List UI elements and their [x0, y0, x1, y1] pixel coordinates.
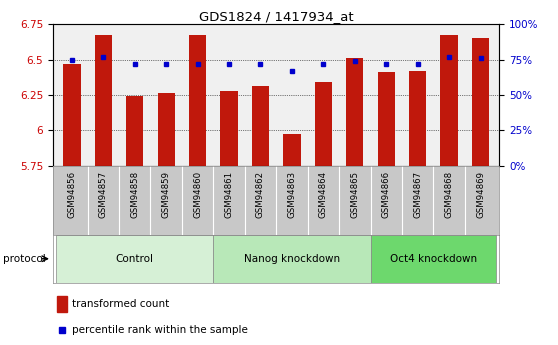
Bar: [378, 72, 395, 166]
Text: Control: Control: [116, 254, 154, 264]
Text: GSM94860: GSM94860: [193, 171, 202, 218]
Text: GSM94868: GSM94868: [445, 171, 454, 218]
Bar: [346, 58, 363, 166]
Text: GSM94857: GSM94857: [99, 171, 108, 218]
Bar: [409, 71, 426, 166]
Text: GSM94866: GSM94866: [382, 171, 391, 218]
Text: GSM94862: GSM94862: [256, 171, 265, 218]
Bar: [63, 64, 80, 166]
Text: Oct4 knockdown: Oct4 knockdown: [390, 254, 477, 264]
Text: transformed count: transformed count: [72, 299, 169, 309]
Text: GSM94867: GSM94867: [413, 171, 422, 218]
Bar: [220, 91, 238, 166]
Text: GSM94865: GSM94865: [350, 171, 359, 218]
Bar: [213, 235, 371, 283]
Bar: [283, 135, 301, 166]
Text: percentile rank within the sample: percentile rank within the sample: [72, 325, 248, 335]
Bar: [315, 82, 332, 166]
Text: GSM94864: GSM94864: [319, 171, 328, 218]
Text: GSM94861: GSM94861: [224, 171, 234, 218]
Bar: [57, 296, 68, 312]
Title: GDS1824 / 1417934_at: GDS1824 / 1417934_at: [199, 10, 354, 23]
Text: GSM94858: GSM94858: [130, 171, 140, 218]
Text: Nanog knockdown: Nanog knockdown: [244, 254, 340, 264]
Text: GSM94859: GSM94859: [162, 171, 171, 218]
Text: GSM94856: GSM94856: [68, 171, 76, 218]
Text: GSM94869: GSM94869: [476, 171, 485, 218]
Bar: [371, 235, 496, 283]
Bar: [56, 235, 213, 283]
Text: GSM94863: GSM94863: [287, 171, 296, 218]
Bar: [472, 38, 489, 166]
Bar: [157, 93, 175, 166]
Text: protocol: protocol: [3, 254, 46, 264]
Bar: [252, 86, 269, 166]
Bar: [95, 36, 112, 166]
Bar: [440, 36, 458, 166]
Bar: [126, 96, 143, 166]
Bar: [189, 36, 206, 166]
